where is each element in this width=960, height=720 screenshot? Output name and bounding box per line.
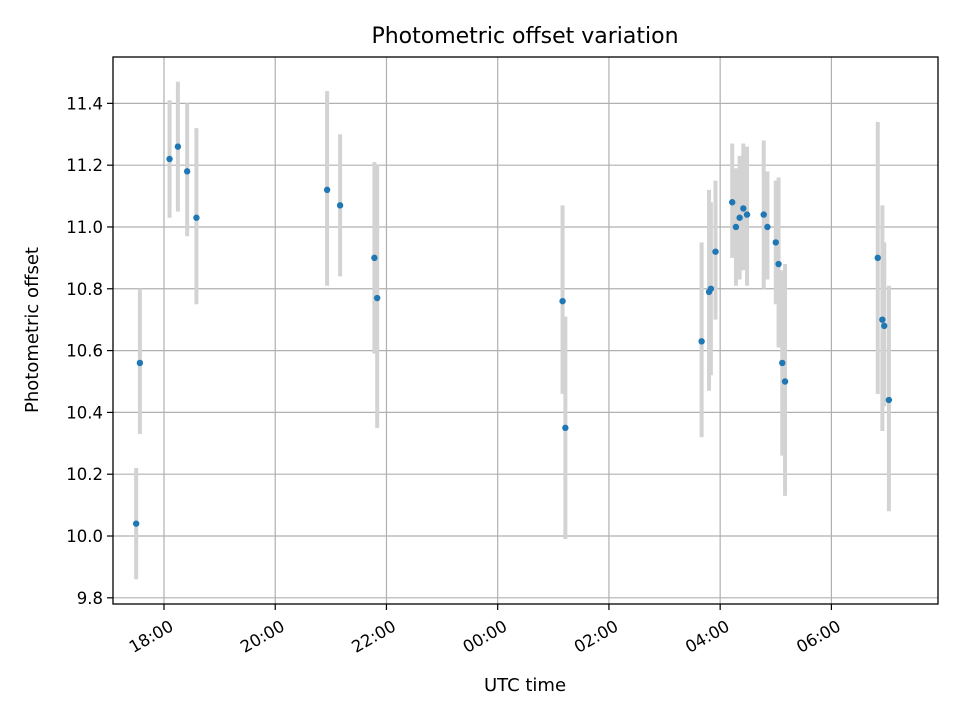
data-point — [732, 223, 740, 231]
y-tick-label: 10.8 — [66, 280, 103, 299]
data-point — [885, 396, 893, 404]
data-point — [736, 214, 743, 221]
data-point — [874, 254, 881, 262]
y-tick-label: 10.6 — [66, 342, 103, 361]
data-point — [879, 316, 886, 323]
grid — [113, 57, 938, 604]
data-point — [740, 205, 747, 212]
y-tick-label: 10.2 — [66, 465, 103, 484]
data-point — [698, 338, 705, 345]
data-point — [371, 254, 378, 262]
data-point — [183, 168, 191, 175]
data-point — [166, 155, 173, 163]
data-point — [174, 143, 182, 150]
y-tick-label: 10.0 — [66, 527, 103, 546]
data-point — [781, 378, 789, 385]
y-tick-label: 11.0 — [66, 218, 103, 237]
y-axis-label: Photometric offset — [22, 247, 43, 413]
data-point — [562, 424, 569, 432]
data-point — [760, 211, 767, 218]
y-tick-label: 11.2 — [66, 156, 103, 175]
data-point — [779, 359, 786, 367]
data-point — [373, 294, 381, 302]
y-tick-label: 11.4 — [66, 94, 103, 113]
x-axis-label: UTC time — [484, 675, 566, 696]
data-point — [764, 223, 771, 231]
y-tick-label: 10.4 — [66, 403, 103, 422]
data-point — [707, 285, 715, 292]
y-axis-ticks: 9.8 10.0 10.2 10.4 10.6 10.8 11.0 11.2 11.4 — [66, 94, 113, 608]
data-point — [323, 186, 331, 194]
data-point — [772, 239, 779, 246]
chart-title: Photometric offset variation — [371, 24, 678, 49]
data-point — [136, 359, 144, 367]
data-point — [729, 199, 736, 206]
data-point — [193, 214, 200, 221]
data-point — [775, 260, 782, 268]
data-point — [336, 202, 344, 209]
data-point — [881, 322, 888, 330]
y-tick-label: 9.8 — [77, 589, 103, 608]
plot-frame — [112, 56, 939, 605]
data-point — [132, 520, 140, 527]
data-point — [559, 297, 566, 305]
data-point — [743, 211, 751, 218]
data-point — [712, 248, 719, 255]
data-points — [132, 143, 893, 527]
